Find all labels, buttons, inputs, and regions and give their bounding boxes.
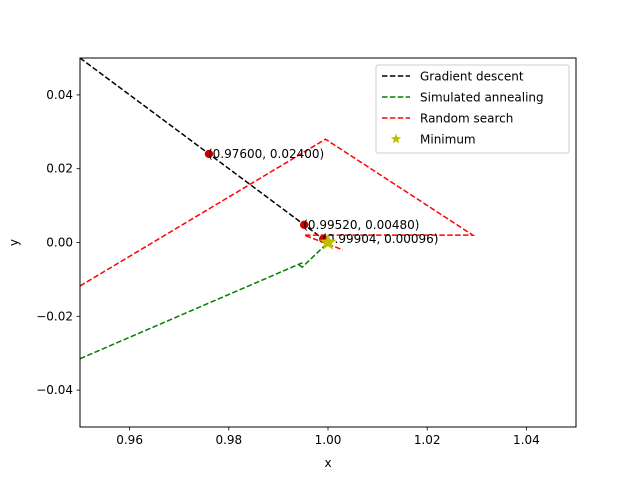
legend-label-minimum: Minimum bbox=[420, 133, 476, 147]
legend-label-simulated-annealing: Simulated annealing bbox=[420, 91, 544, 105]
point-label-2: (0.99520, 0.00480) bbox=[303, 218, 419, 232]
x-tick-label: 1.02 bbox=[414, 433, 441, 447]
series-line-simulated-annealing bbox=[80, 241, 329, 360]
legend: Gradient descent Simulated annealing Rando… bbox=[375, 64, 570, 154]
ticks-layer: 0.96 0.98 1.00 1.02 1.04 −0.04 −0.02 0.00 0.02 0.… bbox=[36, 88, 540, 447]
y-tick-label: −0.02 bbox=[36, 309, 73, 323]
point-label-3: (0.99904, 0.00096) bbox=[322, 232, 438, 246]
series-line-gradient-descent bbox=[80, 58, 324, 240]
x-tick-label: 0.98 bbox=[215, 433, 242, 447]
x-tick-label: 1.04 bbox=[513, 433, 540, 447]
y-tick-label: 0.04 bbox=[46, 88, 73, 102]
legend-label-random-search: Random search bbox=[420, 112, 513, 126]
x-tick-label: 0.96 bbox=[116, 433, 143, 447]
y-tick-label: −0.04 bbox=[36, 383, 73, 397]
annotated-point-2 bbox=[299, 220, 309, 229]
legend-box bbox=[375, 64, 570, 154]
x-axis-label: x bbox=[324, 456, 331, 470]
y-axis-label: y bbox=[7, 239, 21, 246]
y-tick-label: 0.00 bbox=[46, 236, 73, 250]
y-tick-label: 0.02 bbox=[46, 162, 73, 176]
series-line-random-search bbox=[80, 138, 476, 287]
annotated-point-1 bbox=[204, 149, 214, 159]
legend-label-gradient-descent: Gradient descent bbox=[420, 70, 524, 84]
point-label-1: (0.97600, 0.02400) bbox=[208, 147, 324, 161]
points-layer: (0.97600, 0.02400) (0.99520, 0.00480)(0.9… bbox=[204, 147, 438, 250]
x-tick-label: 1.00 bbox=[315, 433, 342, 447]
legend-swatch-minimum bbox=[390, 133, 402, 144]
series-layer bbox=[80, 58, 476, 360]
minimum-star-marker bbox=[319, 233, 337, 250]
